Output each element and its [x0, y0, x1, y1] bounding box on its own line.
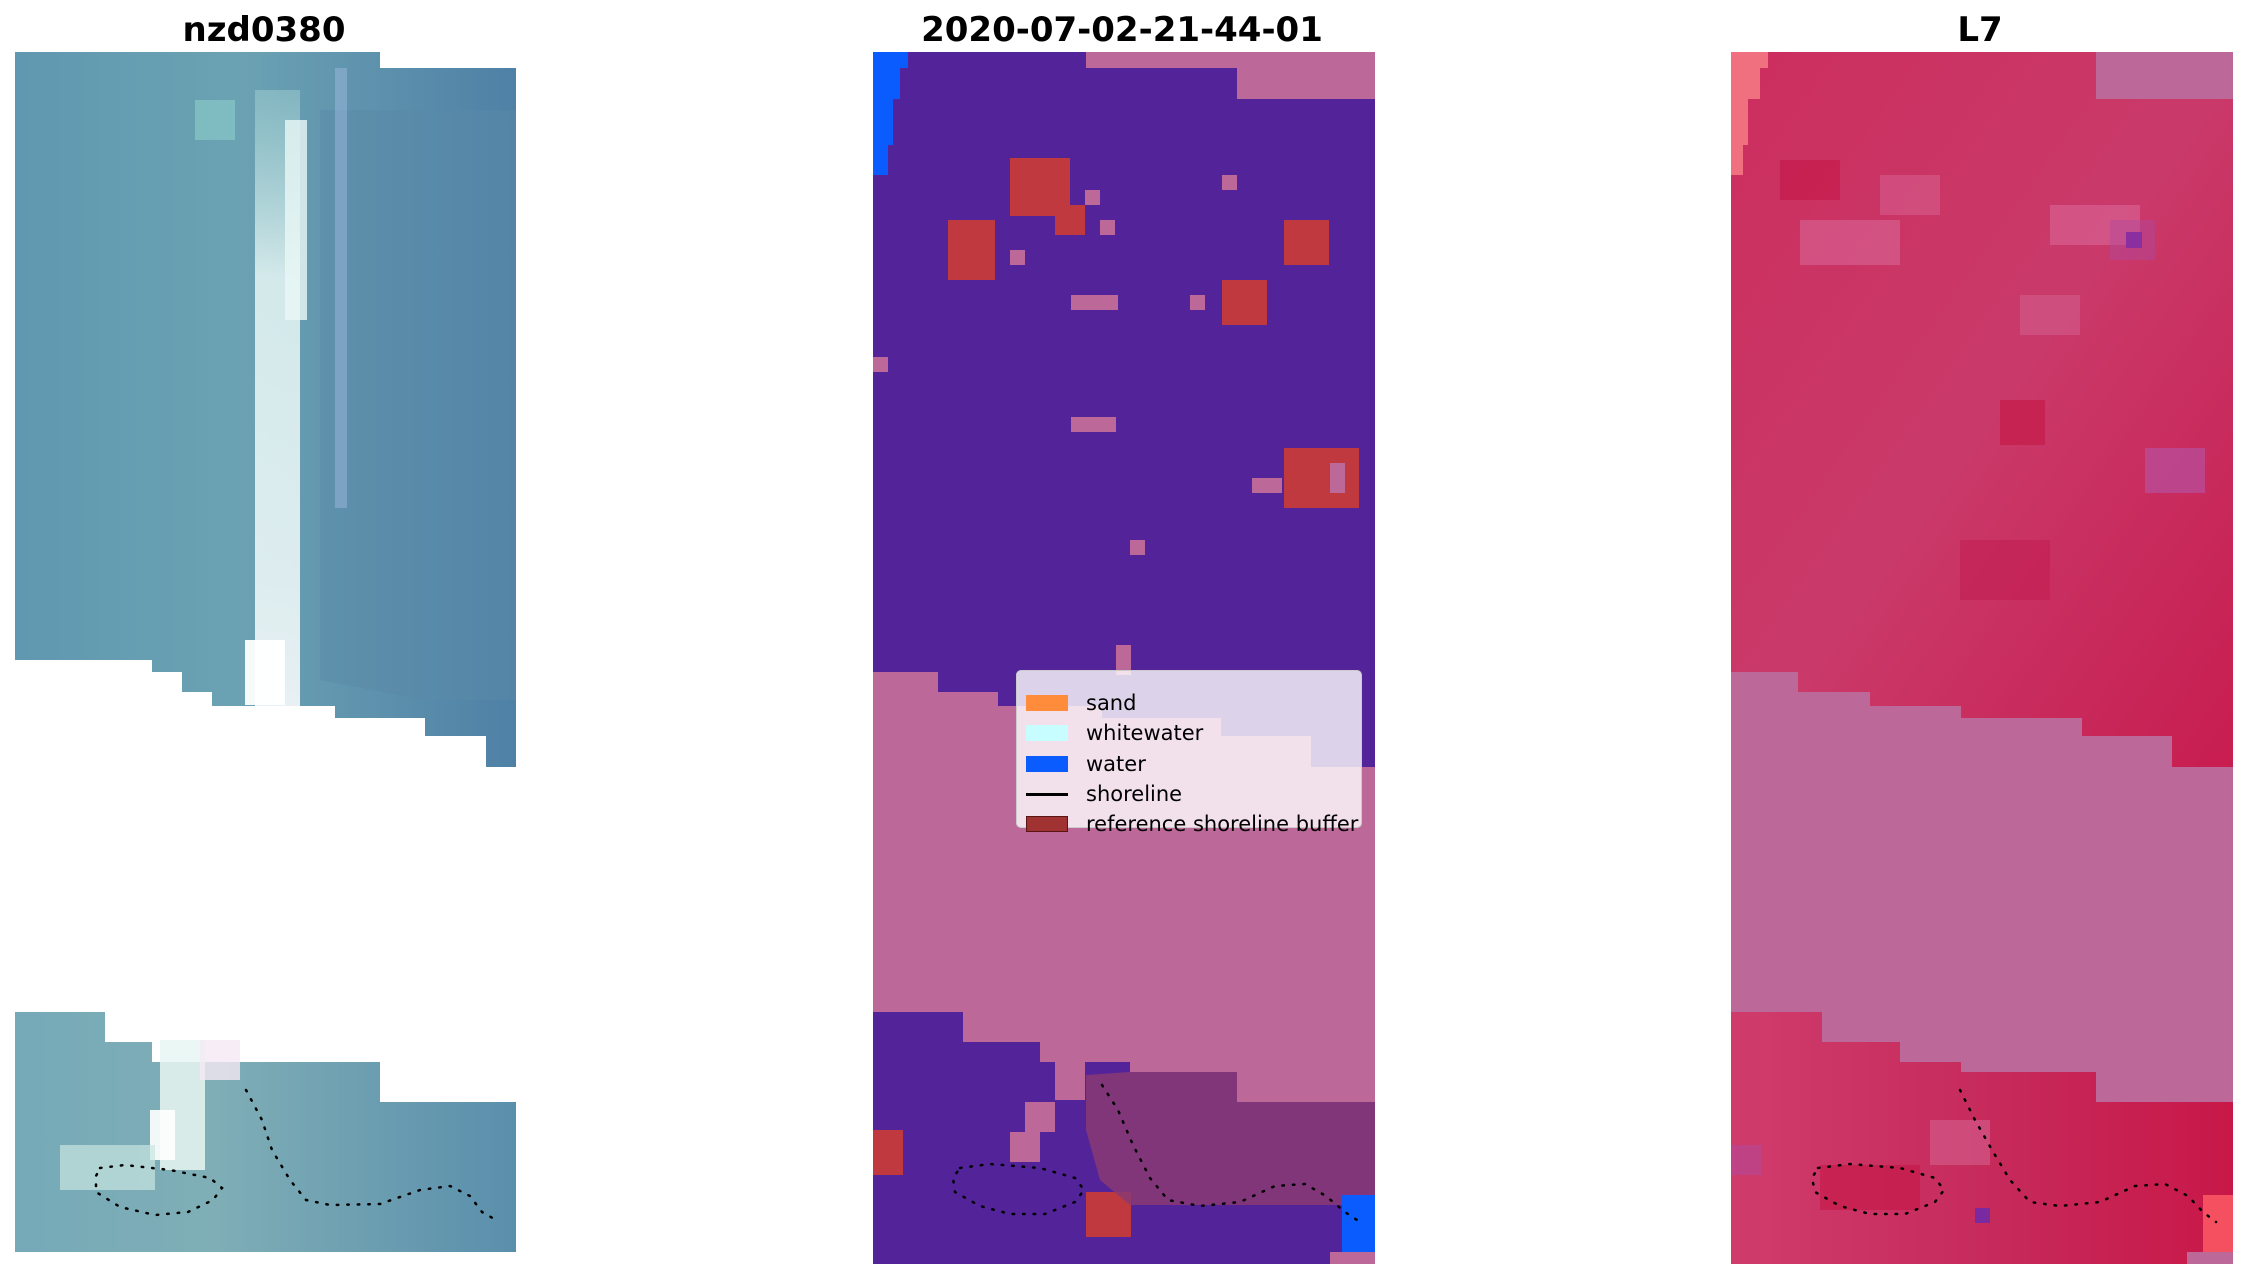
index-shoreline — [1810, 1088, 2218, 1224]
sand-swatch — [1026, 695, 1068, 711]
panel-title-index: L7 — [1957, 10, 2003, 50]
panel-title-classified: 2020-07-02-21-44-01 — [921, 10, 1323, 50]
legend-label-water: water — [1086, 752, 1146, 776]
water-swatch — [1026, 756, 1068, 772]
legend: sand whitewater water shoreline referenc… — [1016, 670, 1362, 836]
legend-label-whitewater: whitewater — [1086, 721, 1204, 745]
rgb-image-panel — [15, 52, 516, 1252]
index-texture — [1731, 160, 2205, 1223]
legend-item-buffer: reference shoreline buffer — [1026, 810, 1358, 838]
rgb-bottom-region — [15, 1012, 516, 1252]
buffer-squares — [873, 158, 1359, 1237]
legend-label-sand: sand — [1086, 691, 1137, 715]
legend-item-water: water — [1026, 750, 1146, 778]
legend-item-sand: sand — [1026, 689, 1136, 717]
legend-item-shoreline: shoreline — [1026, 780, 1182, 808]
rgb-shoreline — [94, 1088, 498, 1222]
panel-title-rgb: nzd0380 — [182, 10, 346, 50]
legend-item-whitewater: whitewater — [1026, 719, 1203, 747]
legend-label-buffer: reference shoreline buffer — [1086, 812, 1359, 836]
rgb-top-region — [15, 52, 516, 767]
legend-label-shoreline: shoreline — [1086, 782, 1183, 806]
shoreline-line-icon — [1026, 792, 1068, 796]
whitewater-swatch — [1026, 725, 1068, 741]
buffer-swatch — [1026, 816, 1068, 832]
nodata-pixels — [873, 175, 1345, 675]
buffer-overlay-bottom — [1010, 1055, 1375, 1205]
classified-image-panel — [873, 52, 1375, 1264]
